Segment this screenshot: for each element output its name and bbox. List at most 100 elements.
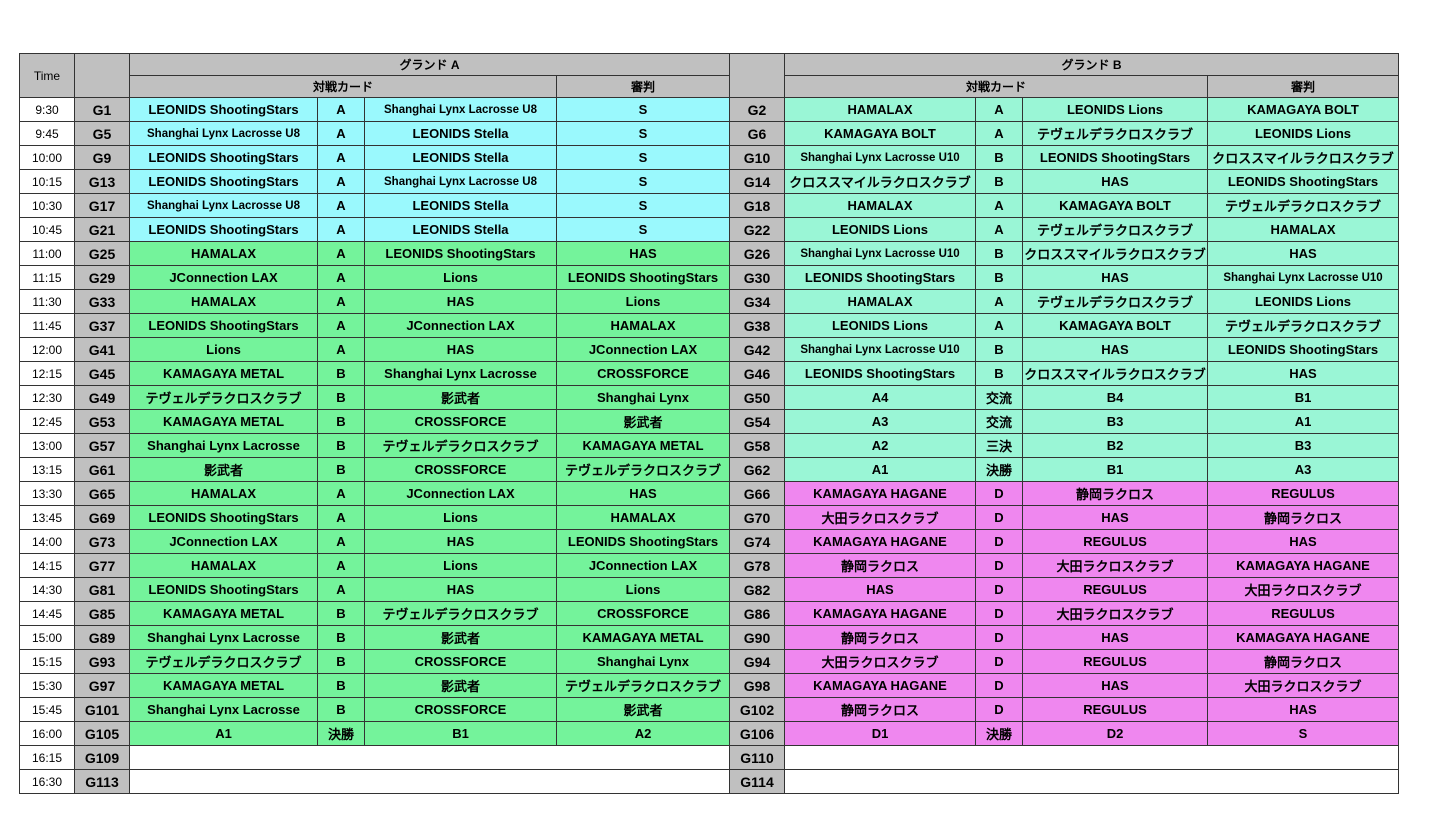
team1-cell: KAMAGAYA HAGANE [784,673,976,698]
referee-cell: S [556,217,730,242]
ground-b-header: グランド B [784,53,1399,76]
division-cell: A [975,289,1023,314]
referee-cell: LEONIDS ShootingStars [1207,337,1399,362]
time-cell: 11:15 [19,265,75,290]
team1-cell: HAS [784,577,976,602]
team1-cell: KAMAGAYA METAL [129,601,318,626]
team1-cell: KAMAGAYA BOLT [784,121,976,146]
referee-cell: テヴェルデラクロスクラブ [1207,313,1399,338]
game-id-cell: G65 [74,481,130,506]
team1-cell: LEONIDS ShootingStars [129,505,318,530]
game-id-cell: G26 [729,241,785,266]
schedule-row: 13:00 G57 Shanghai Lynx Lacrosse B テヴェルデラクロス… [19,433,1399,458]
team1-cell: Shanghai Lynx Lacrosse [129,625,318,650]
division-cell: B [317,673,365,698]
schedule-row: 11:15 G29 JConnection LAX A Lions LEONIDS Sho… [19,265,1399,290]
game-id-cell: G53 [74,409,130,434]
team1-cell: LEONIDS ShootingStars [784,265,976,290]
division-cell: D [975,553,1023,578]
referee-cell: KAMAGAYA BOLT [1207,97,1399,122]
referee-cell: B1 [1207,385,1399,410]
game-id-cell: G70 [729,505,785,530]
team1-cell: A4 [784,385,976,410]
game-id-cell: G45 [74,361,130,386]
schedule-row: 11:00 G25 HAMALAX A LEONIDS ShootingStars HAS… [19,241,1399,266]
referee-cell: 影武者 [556,409,730,434]
division-cell: A [317,529,365,554]
team2-cell: KAMAGAYA BOLT [1022,313,1208,338]
game-id-cell: G1 [74,97,130,122]
team2-cell: LEONIDS Stella [364,193,557,218]
team1-cell: HAMALAX [784,193,976,218]
team2-cell: LEONIDS ShootingStars [1022,145,1208,170]
game-id-cell: G9 [74,145,130,170]
time-cell: 16:30 [19,769,75,794]
game-id-cell: G114 [729,769,785,794]
game-id-cell: G66 [729,481,785,506]
game-id-cell: G21 [74,217,130,242]
game-id-cell: G69 [74,505,130,530]
division-cell: A [317,337,365,362]
time-cell: 15:45 [19,697,75,722]
team2-cell: CROSSFORCE [364,457,557,482]
game-id-cell: G93 [74,649,130,674]
division-cell: A [317,217,365,242]
division-cell: D [975,649,1023,674]
division-cell: B [975,337,1023,362]
referee-header-a: 審判 [556,75,730,98]
schedule-row: 14:30 G81 LEONIDS ShootingStars A HAS Lions G8… [19,577,1399,602]
division-cell: B [317,361,365,386]
referee-cell: HAS [556,241,730,266]
schedule-row: 10:45 G21 LEONIDS ShootingStars A LEONIDS St… [19,217,1399,242]
schedule-row: 15:15 G93 テヴェルデラクロスクラブ B CROSSFORCE Shanghai … [19,649,1399,674]
ground-a-header: グランド A [129,53,730,76]
schedule-row: 15:30 G97 KAMAGAYA METAL B 影武者 テヴェルデラクロスクラブ G9… [19,673,1399,698]
time-cell: 14:00 [19,529,75,554]
referee-cell: Shanghai Lynx [556,649,730,674]
division-cell: A [317,169,365,194]
team1-cell: LEONIDS ShootingStars [129,217,318,242]
time-cell: 11:00 [19,241,75,266]
team2-cell: クロススマイルラクロスクラブ [1022,361,1208,386]
team1-cell: テヴェルデラクロスクラブ [129,649,318,674]
team2-cell: LEONIDS ShootingStars [364,241,557,266]
division-cell: B [975,265,1023,290]
empty-match-cell [129,769,730,794]
team2-cell: 大田ラクロスクラブ [1022,553,1208,578]
referee-cell: Shanghai Lynx Lacrosse U10 [1207,265,1399,290]
team2-cell: 影武者 [364,673,557,698]
team2-cell: HAS [364,577,557,602]
team2-cell: 影武者 [364,385,557,410]
team2-cell: B3 [1022,409,1208,434]
referee-cell: HAS [1207,529,1399,554]
time-cell: 15:30 [19,673,75,698]
team1-cell: KAMAGAYA HAGANE [784,481,976,506]
division-cell: A [317,97,365,122]
division-cell: B [317,697,365,722]
time-cell: 13:00 [19,433,75,458]
referee-cell: 影武者 [556,697,730,722]
schedule-row: 15:45 G101 Shanghai Lynx Lacrosse B CROSSFOR… [19,697,1399,722]
team2-cell: Shanghai Lynx Lacrosse U8 [364,169,557,194]
team1-cell: LEONIDS ShootingStars [129,97,318,122]
game-id-cell: G41 [74,337,130,362]
team2-cell: Lions [364,553,557,578]
schedule-row: 11:45 G37 LEONIDS ShootingStars A JConnectio… [19,313,1399,338]
referee-cell: HAMALAX [556,505,730,530]
division-cell: A [317,193,365,218]
time-cell: 12:00 [19,337,75,362]
schedule-row: 15:00 G89 Shanghai Lynx Lacrosse B 影武者 KAMAGA… [19,625,1399,650]
referee-cell: LEONIDS ShootingStars [556,529,730,554]
referee-cell: 大田ラクロスクラブ [1207,577,1399,602]
team1-cell: A3 [784,409,976,434]
game-id-cell: G30 [729,265,785,290]
team2-cell: LEONIDS Stella [364,217,557,242]
game-id-cell: G101 [74,697,130,722]
team2-cell: HAS [1022,673,1208,698]
division-cell: A [317,121,365,146]
team1-cell: KAMAGAYA METAL [129,409,318,434]
division-cell: D [975,673,1023,698]
team1-cell: Shanghai Lynx Lacrosse U8 [129,121,318,146]
division-cell: B [975,241,1023,266]
time-cell: 12:30 [19,385,75,410]
